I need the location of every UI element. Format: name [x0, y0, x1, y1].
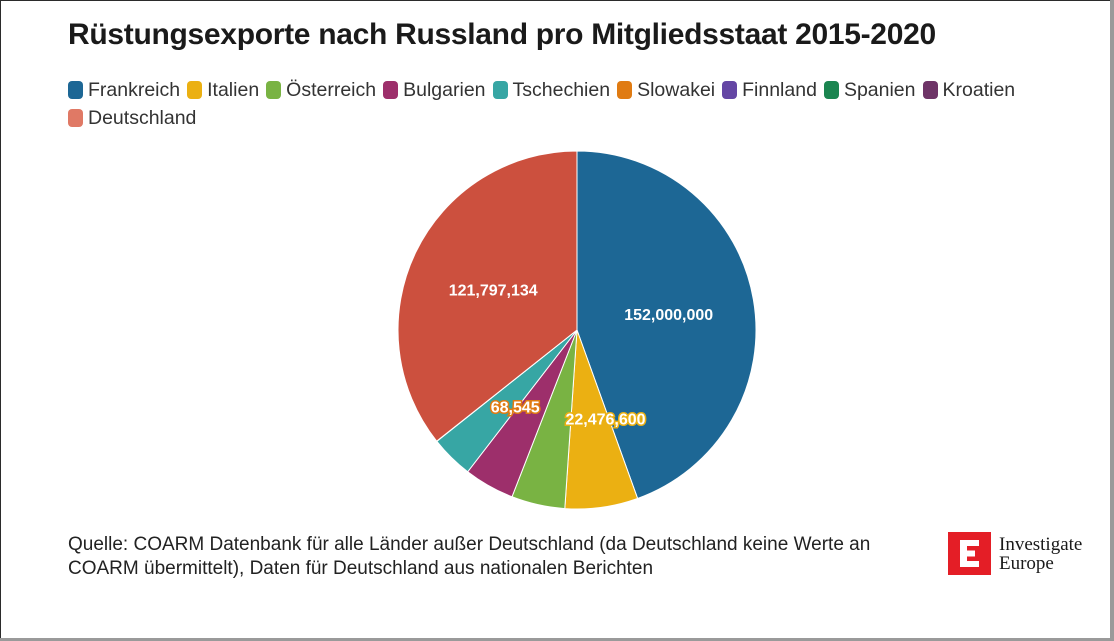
legend-item-italien[interactable]: Italien: [187, 78, 259, 102]
data-label-slowakei: 68,545: [491, 400, 540, 417]
pie-slice-deutschland[interactable]: [397, 150, 578, 442]
legend-item-tschechien[interactable]: Tschechien: [492, 78, 611, 102]
legend-swatch: [722, 81, 738, 99]
logo-line-2: Europe: [999, 552, 1054, 574]
logo-text: Investigate Europe: [999, 535, 1082, 573]
legend: Frankreich Italien Österreich Bulgarien Tsch…: [68, 78, 1028, 130]
logo-e-icon: [960, 540, 979, 567]
legend-swatch: [492, 81, 508, 99]
legend-swatch: [266, 81, 282, 99]
legend-item-kroatien[interactable]: Kroatien: [922, 78, 1016, 102]
legend-item-spanien[interactable]: Spanien: [823, 78, 916, 102]
chart-title: Rüstungsexporte nach Russland pro Mitgli…: [68, 18, 936, 51]
legend-swatch: [68, 109, 83, 127]
legend-label: Frankreich: [88, 79, 181, 101]
legend-label: Spanien: [843, 79, 916, 101]
logo-line-1: Investigate: [999, 533, 1083, 555]
legend-swatch: [187, 81, 203, 99]
legend-swatch: [823, 81, 839, 99]
legend-label: Kroatien: [942, 79, 1016, 101]
legend-item-bulgarien[interactable]: Bulgarien: [383, 78, 486, 102]
legend-item-frankreich[interactable]: Frankreich: [68, 78, 180, 102]
data-label-deutschland: 121,797,134: [449, 282, 538, 299]
legend-label: Deutschland: [88, 107, 197, 129]
legend-label: Slowakei: [637, 79, 716, 101]
legend-item-slowakei[interactable]: Slowakei: [617, 78, 715, 102]
legend-label: Österreich: [286, 79, 377, 101]
frame-shadow-right: [1110, 0, 1114, 641]
legend-swatch: [922, 81, 938, 99]
pie-slice-frankreich[interactable]: [576, 150, 757, 500]
legend-swatch: [383, 81, 399, 99]
investigate-europe-logo: Investigate Europe: [948, 532, 1082, 575]
data-label-frankreich: 152,000,000: [624, 307, 713, 324]
legend-label: Bulgarien: [403, 79, 486, 101]
legend-label: Finnland: [742, 79, 817, 101]
data-label-italien: 22,476,600: [565, 412, 645, 429]
frame-shadow-bottom: [0, 638, 1114, 641]
legend-label: Tschechien: [512, 79, 611, 101]
source-note: Quelle: COARM Datenbank für alle Länder …: [68, 534, 871, 579]
legend-swatch: [68, 81, 83, 99]
legend-item-finnland[interactable]: Finnland: [722, 78, 817, 102]
legend-swatch: [617, 81, 633, 99]
logo-mark: [948, 532, 991, 575]
legend-item-deutschland[interactable]: Deutschland: [68, 106, 196, 130]
legend-label: Italien: [207, 79, 260, 101]
legend-item-österreich[interactable]: Österreich: [266, 78, 376, 102]
